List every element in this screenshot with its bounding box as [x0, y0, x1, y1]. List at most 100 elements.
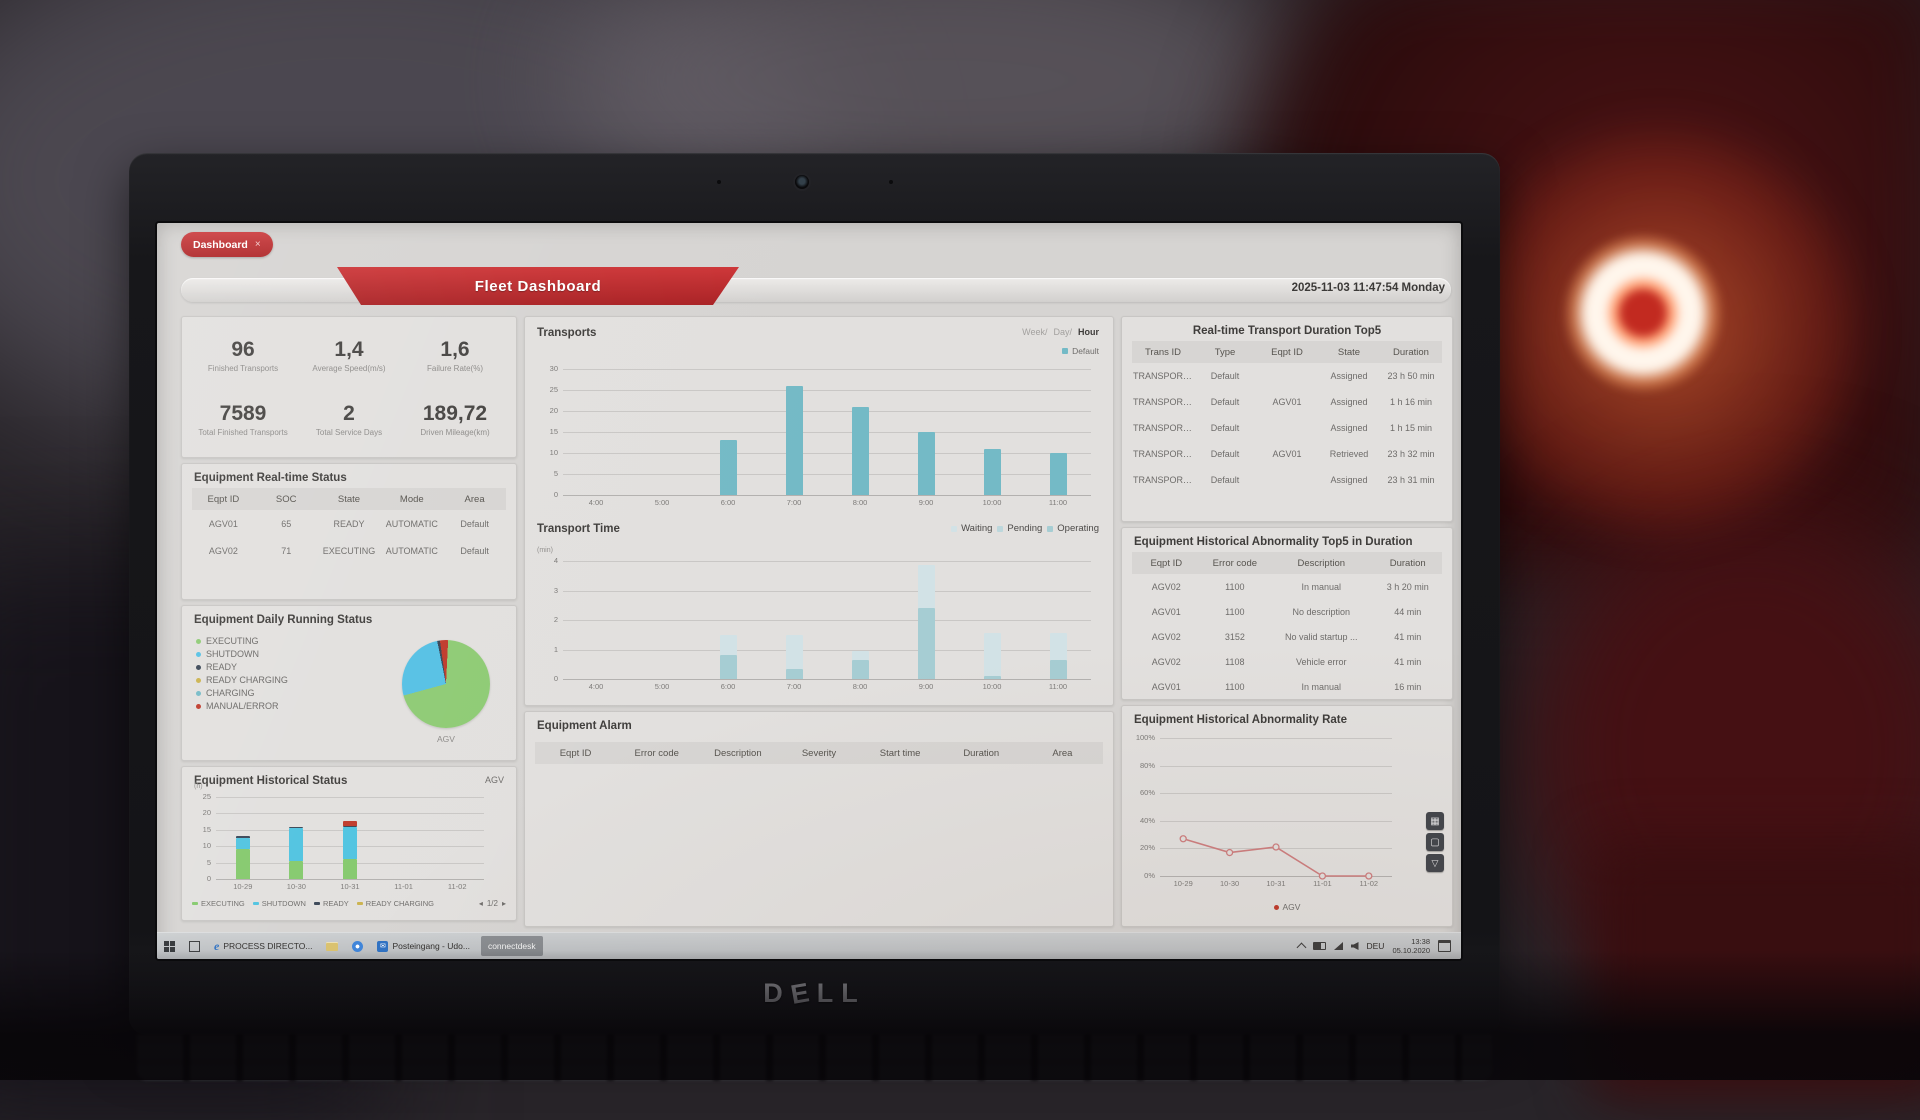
- table-cell: Assigned: [1330, 371, 1368, 381]
- legend-label: Pending: [1007, 523, 1043, 534]
- panel-title: Equipment Historical Status: [194, 775, 348, 787]
- table-cell: 1 h 16 min: [1389, 397, 1433, 407]
- legend-item[interactable]: MANUAL/ERROR: [196, 701, 288, 711]
- pager-next-icon[interactable]: ▸: [501, 899, 506, 908]
- table-cell: TRANSPORTS...: [1133, 475, 1194, 485]
- file-explorer-button[interactable]: [319, 933, 345, 959]
- table-row[interactable]: AGV01 1100 In manual 16 min: [1132, 674, 1442, 699]
- pager-prev-icon[interactable]: ◂: [478, 899, 483, 908]
- legend-item[interactable]: READY CHARGING: [356, 899, 434, 908]
- legend-label: READY CHARGING: [365, 899, 434, 908]
- legend-item[interactable]: EXECUTING: [192, 899, 245, 908]
- clock-time: 13:38: [1411, 936, 1430, 946]
- legend-item[interactable]: SHUTDOWN: [196, 649, 288, 659]
- table-row[interactable]: AGV01 1100 No description 44 min: [1132, 599, 1442, 624]
- legend-item[interactable]: CHARGING: [196, 688, 288, 698]
- laptop-keyboard: [137, 1035, 1492, 1080]
- period-week[interactable]: Week/: [1022, 327, 1048, 337]
- column-header: SOC: [254, 488, 318, 510]
- table-row[interactable]: TRANSPORT6... Default AGV01 Assigned 1 h 16 …: [1132, 389, 1442, 415]
- kpi: 1,6 Failure Rate(%): [402, 323, 508, 387]
- y-axis-label: 20: [202, 808, 211, 818]
- legend-item[interactable]: READY CHARGING: [196, 675, 288, 685]
- table-row[interactable]: AGV01 65 READY AUTOMATIC Default: [192, 510, 506, 537]
- legend-item[interactable]: EXECUTING: [196, 636, 288, 646]
- table-header-row: Trans ID Type Eqpt ID State Duration: [1132, 341, 1442, 363]
- table-row[interactable]: TRANSPORTS... Default Assigned 23 h 31 min: [1132, 467, 1442, 493]
- taskbar-app-connectdesk[interactable]: connectdesk: [480, 936, 543, 956]
- bar-segment: [1049, 633, 1067, 660]
- windows-taskbar: e PROCESS DIRECTO... Posteingang - Udo..…: [157, 932, 1461, 959]
- duration-top5-table: Trans ID Type Eqpt ID State Duration TRANSPOR…: [1132, 341, 1442, 493]
- x-axis-label: 5:00: [654, 682, 670, 691]
- table-cell: 16 min: [1394, 681, 1422, 692]
- gridline: [563, 620, 1091, 621]
- taskbar-app-mail[interactable]: Posteingang - Udo...: [370, 933, 477, 959]
- daily-status-pie-chart: [402, 640, 490, 728]
- browser-button[interactable]: [345, 933, 370, 959]
- legend-item[interactable]: Default: [1062, 346, 1099, 356]
- column-header: Type: [1194, 341, 1256, 363]
- y-axis-label: 0: [206, 874, 211, 883]
- bar-segment: [289, 828, 304, 861]
- table-row[interactable]: AGV02 1100 In manual 3 h 20 min: [1132, 574, 1442, 599]
- taillight-ring: [1561, 231, 1725, 395]
- start-button[interactable]: [157, 933, 182, 959]
- table-row[interactable]: TRANSPORTS... Default AGV01 Retrieved 23 h 3…: [1132, 441, 1442, 467]
- task-view-button[interactable]: [182, 933, 207, 959]
- y-axis-label: 15: [202, 824, 211, 834]
- legend-item[interactable]: Operating: [1047, 523, 1099, 534]
- table-row[interactable]: TRANSPORT3... Default Assigned 23 h 50 min: [1132, 363, 1442, 389]
- legend-item[interactable]: AGV: [1273, 902, 1300, 912]
- filter-icon[interactable]: [1426, 854, 1444, 872]
- bar-segment: [289, 826, 304, 829]
- kpi-label: Total Finished Transports: [198, 427, 288, 437]
- period-day[interactable]: Day/: [1053, 327, 1072, 337]
- bar-segment: [983, 676, 1001, 679]
- table-row[interactable]: AGV02 3152 No valid startup ... 41 min: [1132, 624, 1442, 649]
- taskbar-clock[interactable]: 13:38 05.10.2020: [1392, 937, 1430, 956]
- chart-toolbox: [1426, 812, 1444, 872]
- notification-center-icon[interactable]: [1438, 940, 1451, 952]
- table-cell: 41 min: [1394, 656, 1422, 667]
- dashboard-tab[interactable]: Dashboard ×: [181, 232, 273, 257]
- network-icon[interactable]: [1333, 942, 1343, 950]
- battery-icon[interactable]: [1312, 942, 1326, 950]
- legend-item[interactable]: READY: [313, 899, 349, 908]
- chart-type-icon[interactable]: [1426, 812, 1444, 830]
- legend-item[interactable]: Pending: [997, 523, 1042, 534]
- volume-icon[interactable]: [1350, 942, 1359, 950]
- gridline: [563, 474, 1091, 475]
- laptop-bezel: Dashboard × Fleet Dashboard 2025-11-03 1…: [129, 153, 1500, 1035]
- kpi-label: Finished Transports: [207, 363, 279, 373]
- language-indicator[interactable]: DEU: [1366, 941, 1385, 951]
- period-switcher: Week/ Day/ Hour: [1022, 327, 1099, 337]
- legend-item[interactable]: READY: [196, 662, 288, 672]
- legend-marker: [997, 525, 1004, 532]
- axis-unit-label: (min): [537, 547, 553, 554]
- tray-expand-icon[interactable]: [1296, 942, 1306, 952]
- panel-title: Real-time Transport Duration Top5: [1192, 325, 1382, 337]
- table-row[interactable]: AGV02 1108 Vehicle error 41 min: [1132, 649, 1442, 674]
- transports-title: Transports: [537, 327, 597, 339]
- x-axis-label: 5:00: [654, 498, 670, 507]
- x-axis-label: 10-30: [1219, 879, 1240, 888]
- legend-item[interactable]: Waiting: [951, 523, 992, 534]
- axis-unit-label: (h): [194, 783, 203, 790]
- legend-item[interactable]: SHUTDOWN: [252, 899, 306, 908]
- fullscreen-icon[interactable]: [1426, 833, 1444, 851]
- period-hour[interactable]: Hour: [1078, 327, 1099, 337]
- tab-close-icon[interactable]: ×: [254, 239, 261, 250]
- panel-equipment-alarm: Equipment Alarm Eqpt ID Error code Descrip…: [524, 711, 1114, 927]
- table-row[interactable]: AGV02 71 EXECUTING AUTOMATIC Default: [192, 537, 506, 564]
- x-axis-label: 10-31: [1266, 879, 1286, 888]
- gridline: [563, 649, 1091, 651]
- column-header: Error code: [616, 742, 698, 764]
- table-row[interactable]: TRANSPORT6... Default Assigned 1 h 15 min: [1132, 415, 1442, 441]
- data-point: [1272, 843, 1280, 851]
- y-axis-label: 20: [549, 406, 558, 415]
- x-axis-label: 6:00: [720, 498, 736, 507]
- taskbar-app-process[interactable]: e PROCESS DIRECTO...: [207, 933, 319, 959]
- x-axis-label: 4:00: [588, 498, 604, 507]
- logo-letter: E: [788, 975, 820, 1010]
